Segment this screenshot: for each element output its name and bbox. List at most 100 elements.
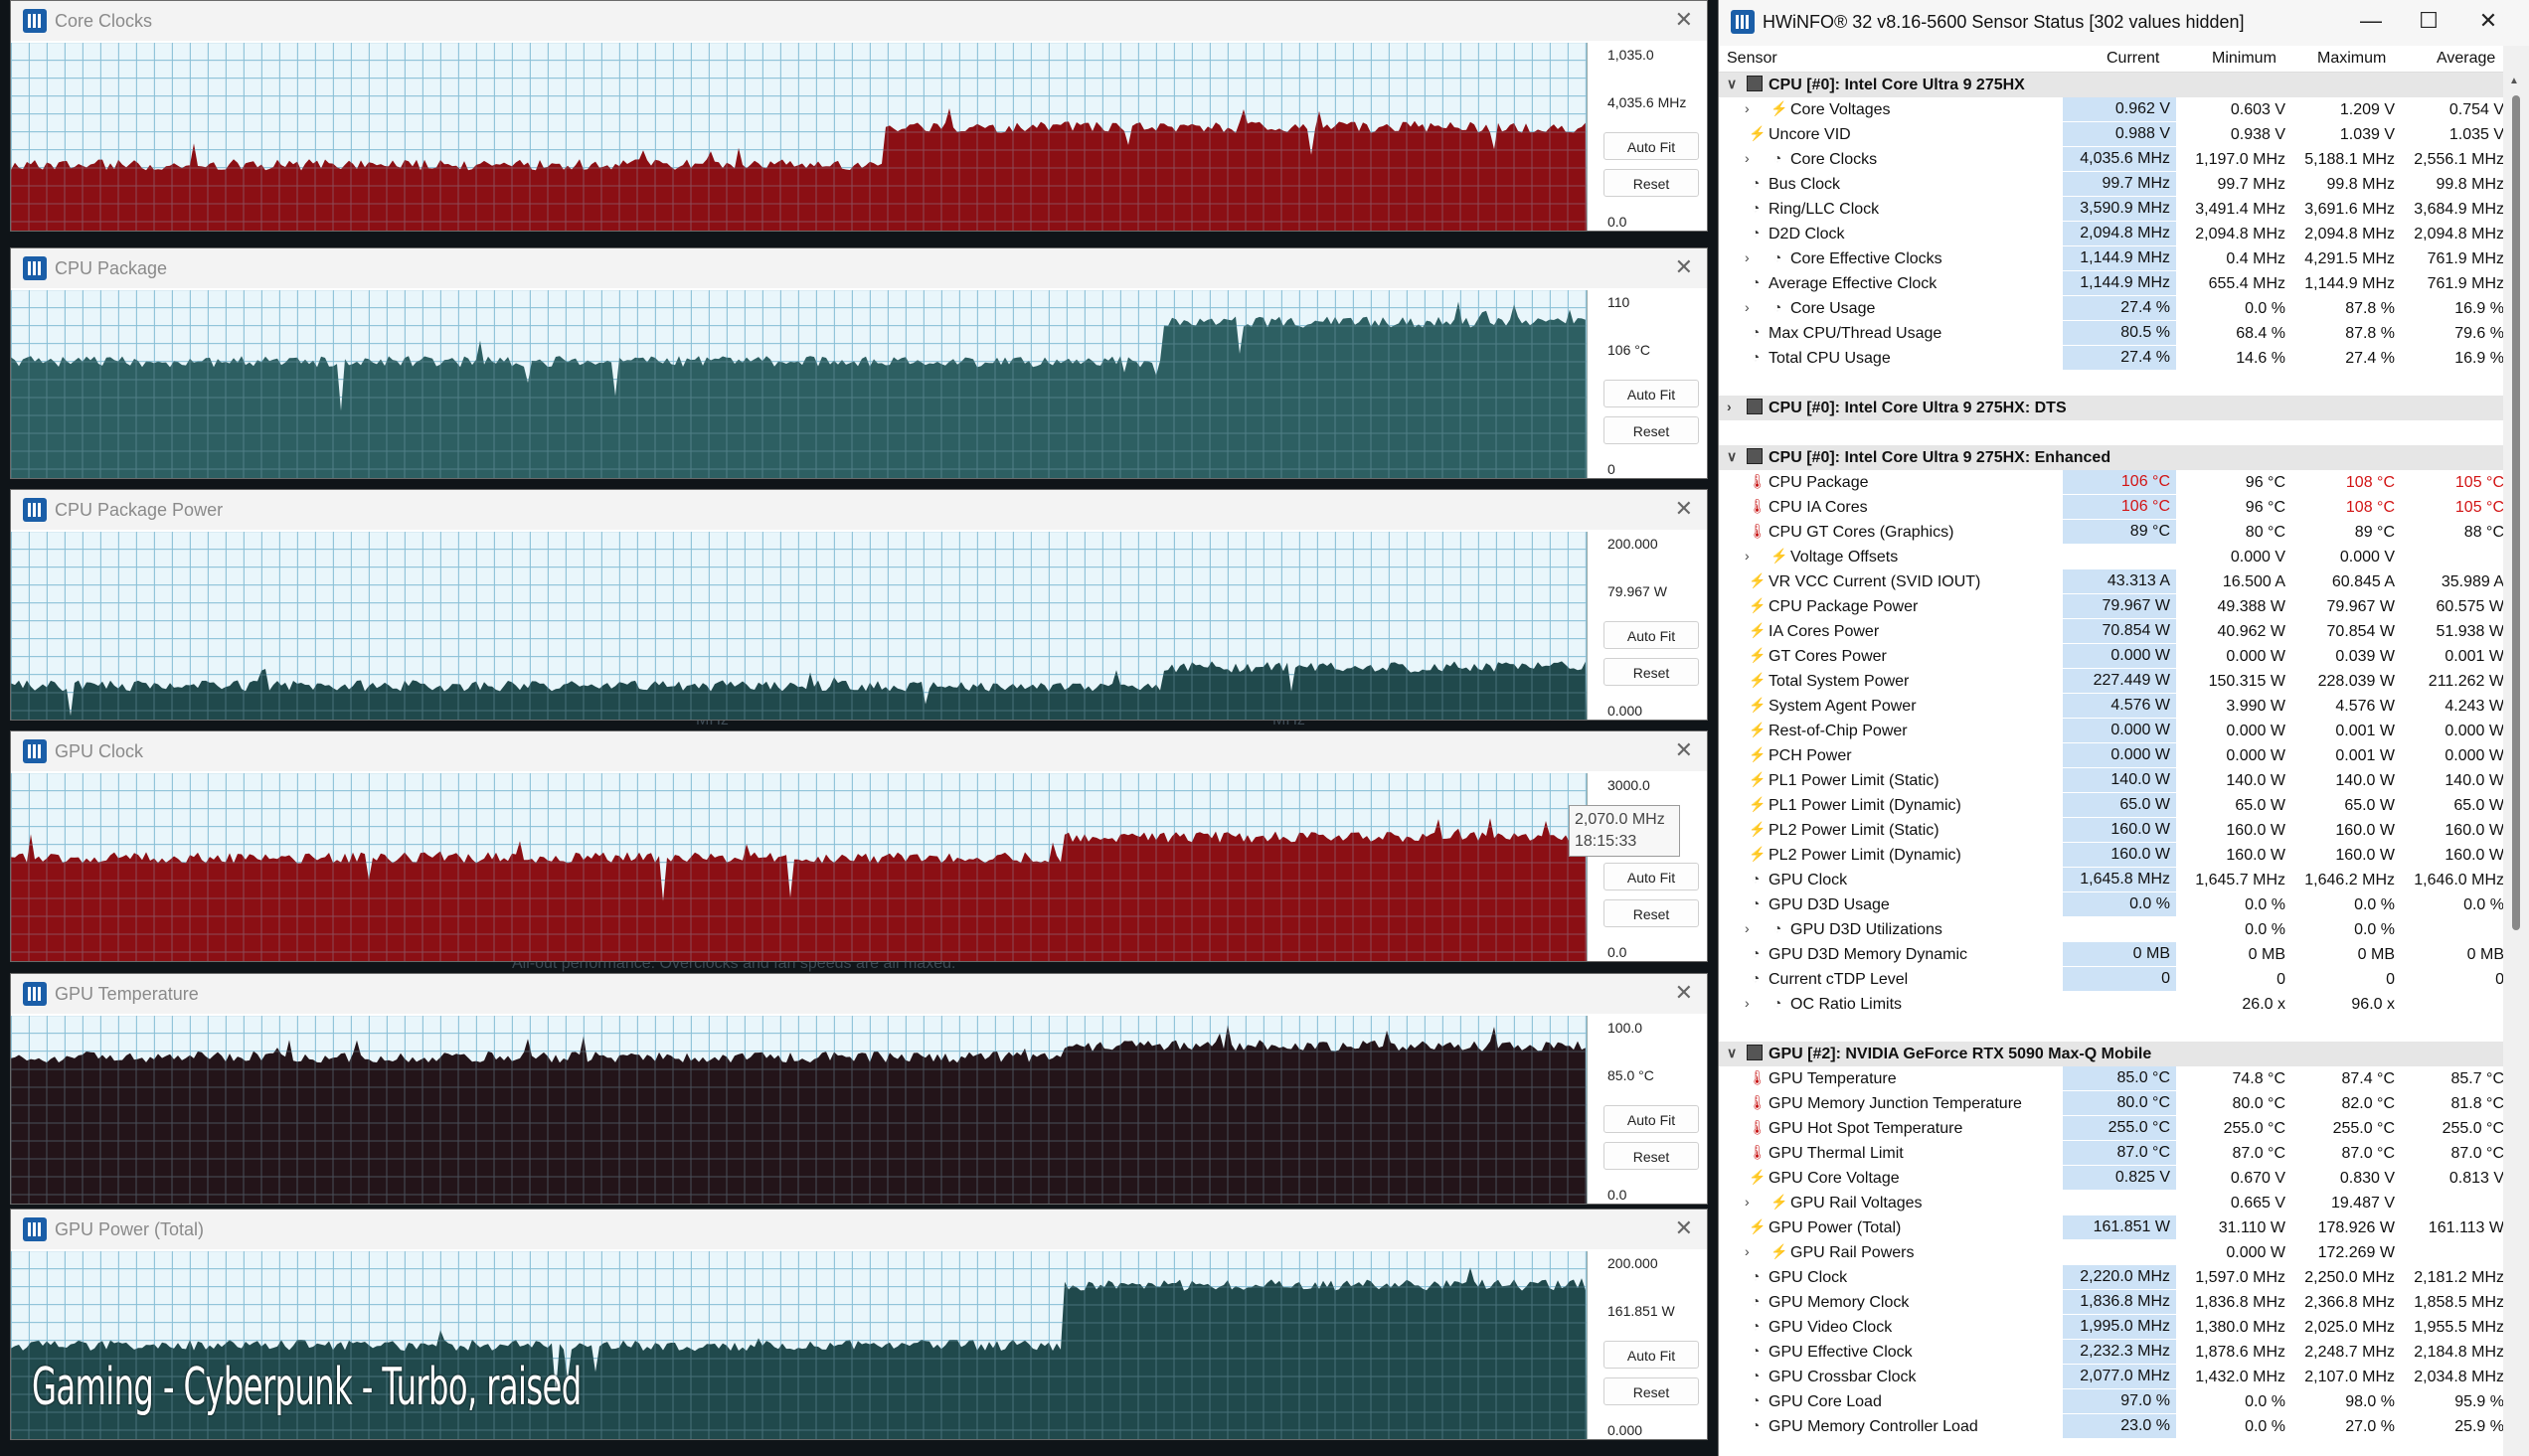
chevron-right-icon[interactable]: › bbox=[1745, 995, 1750, 1011]
sensor-row[interactable]: ◔ GPU Clock 2,220.0 MHz 1,597.0 MHz 2,25… bbox=[1719, 1265, 2504, 1290]
sensor-row[interactable]: ◔ GPU Clock 1,645.8 MHz 1,645.7 MHz 1,64… bbox=[1719, 868, 2504, 892]
sensor-row[interactable]: 🌡 CPU IA Cores 106 °C 96 °C 108 °C 105 °… bbox=[1719, 495, 2504, 520]
auto-fit-button[interactable]: Auto Fit bbox=[1603, 132, 1699, 160]
graph-title-bar[interactable]: CPU Package Power ✕ bbox=[11, 490, 1707, 530]
sensor-row[interactable]: › ⚡ GPU Rail Voltages 0.665 V 19.487 V bbox=[1719, 1191, 2503, 1215]
graph-title-bar[interactable]: GPU Clock ✕ bbox=[11, 731, 1707, 771]
auto-fit-button[interactable]: Auto Fit bbox=[1603, 863, 1699, 890]
reset-button[interactable]: Reset bbox=[1603, 899, 1699, 927]
graph-title-bar[interactable]: GPU Power (Total) ✕ bbox=[11, 1210, 1707, 1249]
chevron-right-icon[interactable]: › bbox=[1745, 150, 1750, 166]
reset-button[interactable]: Reset bbox=[1603, 416, 1699, 444]
sensor-row[interactable]: ⚡ Uncore VID 0.988 V 0.938 V 1.039 V 1.0… bbox=[1719, 122, 2504, 147]
sensor-row[interactable]: ⚡ PL2 Power Limit (Static) 160.0 W 160.0… bbox=[1719, 818, 2504, 843]
graph-title-bar[interactable]: GPU Temperature ✕ bbox=[11, 974, 1707, 1014]
close-icon[interactable]: ✕ bbox=[1674, 980, 1693, 1005]
sensor-row[interactable]: ⚡ GPU Core Voltage 0.825 V 0.670 V 0.830… bbox=[1719, 1166, 2504, 1191]
sensor-row[interactable]: ⚡ CPU Package Power 79.967 W 49.388 W 79… bbox=[1719, 594, 2504, 619]
reset-button[interactable]: Reset bbox=[1603, 1142, 1699, 1170]
chevron-right-icon[interactable]: › bbox=[1745, 1194, 1750, 1210]
sensor-row[interactable]: ◔ GPU Memory Controller Load 23.0 % 0.0 … bbox=[1719, 1414, 2504, 1439]
sensor-row[interactable]: › ◔ Core Clocks 4,035.6 MHz 1,197.0 MHz … bbox=[1719, 147, 2504, 172]
sensor-row[interactable]: ◔ GPU D3D Memory Dynamic 0 MB 0 MB 0 MB … bbox=[1719, 942, 2504, 967]
reset-button[interactable]: Reset bbox=[1603, 169, 1699, 197]
graph-title-bar[interactable]: CPU Package ✕ bbox=[11, 248, 1707, 288]
sensor-row[interactable]: › ◔ Core Usage 27.4 % 0.0 % 87.8 % 16.9 … bbox=[1719, 296, 2504, 321]
graph-window[interactable]: CPU Package Power ✕ 200.000 79.967 W Aut… bbox=[10, 489, 1708, 721]
graph-window[interactable]: GPU Clock ✕ 3000.0 Auto Fit Reset 0.0 bbox=[10, 730, 1708, 962]
header-maximum[interactable]: Maximum bbox=[2317, 50, 2387, 67]
sensor-row[interactable]: ◔ GPU Effective Clock 2,232.3 MHz 1,878.… bbox=[1719, 1340, 2504, 1365]
chevron-down-icon[interactable]: ∨ bbox=[1727, 448, 1738, 464]
graph-window[interactable]: GPU Temperature ✕ 100.0 85.0 °C Auto Fit… bbox=[10, 973, 1708, 1205]
sensor-row[interactable]: ⚡ PL2 Power Limit (Dynamic) 160.0 W 160.… bbox=[1719, 843, 2504, 868]
graph-window[interactable]: Core Clocks ✕ 1,035.0 4,035.6 MHz Auto F… bbox=[10, 0, 1708, 232]
sensor-row[interactable]: ◔ Bus Clock 99.7 MHz 99.7 MHz 99.8 MHz 9… bbox=[1719, 172, 2504, 197]
sensor-row[interactable]: ⚡ Rest-of-Chip Power 0.000 W 0.000 W 0.0… bbox=[1719, 719, 2504, 743]
auto-fit-button[interactable]: Auto Fit bbox=[1603, 621, 1699, 649]
sensor-row[interactable]: 🌡 GPU Temperature 85.0 °C 74.8 °C 87.4 °… bbox=[1719, 1066, 2504, 1091]
sensor-row[interactable]: ⚡ IA Cores Power 70.854 W 40.962 W 70.85… bbox=[1719, 619, 2504, 644]
reset-button[interactable]: Reset bbox=[1603, 658, 1699, 686]
sensor-row[interactable]: ⚡ System Agent Power 4.576 W 3.990 W 4.5… bbox=[1719, 694, 2504, 719]
scroll-up-icon[interactable]: ▲ bbox=[2509, 76, 2519, 86]
sensor-group-row[interactable]: ∨ CPU [#0]: Intel Core Ultra 9 275HX bbox=[1719, 73, 2503, 97]
graph-title-bar[interactable]: Core Clocks ✕ bbox=[11, 1, 1707, 41]
sensor-row[interactable]: ◔ Ring/LLC Clock 3,590.9 MHz 3,491.4 MHz… bbox=[1719, 197, 2504, 222]
chevron-right-icon[interactable]: › bbox=[1745, 1243, 1750, 1259]
graph-window[interactable]: GPU Power (Total) ✕ 200.000 161.851 W Au… bbox=[10, 1209, 1708, 1440]
vertical-scrollbar[interactable]: ▲ bbox=[2503, 46, 2529, 1456]
chevron-right-icon[interactable]: › bbox=[1745, 548, 1750, 564]
header-minimum[interactable]: Minimum bbox=[2212, 50, 2276, 67]
scroll-thumb[interactable] bbox=[2512, 95, 2520, 930]
sensor-row[interactable]: ⚡ PL1 Power Limit (Dynamic) 65.0 W 65.0 … bbox=[1719, 793, 2504, 818]
chevron-right-icon[interactable]: › bbox=[1745, 249, 1750, 265]
sensor-row[interactable]: ⚡ PL1 Power Limit (Static) 140.0 W 140.0… bbox=[1719, 768, 2504, 793]
auto-fit-button[interactable]: Auto Fit bbox=[1603, 1341, 1699, 1369]
sensor-row[interactable]: 🌡 GPU Memory Junction Temperature 80.0 °… bbox=[1719, 1091, 2504, 1116]
chevron-right-icon[interactable]: › bbox=[1727, 399, 1732, 414]
close-icon[interactable]: ✕ bbox=[1674, 737, 1693, 762]
hwinfo-title-bar[interactable]: HWiNFO® 32 v8.16-5600 Sensor Status [302… bbox=[1719, 0, 2529, 46]
sensor-row[interactable]: 🌡 GPU Hot Spot Temperature 255.0 °C 255.… bbox=[1719, 1116, 2504, 1141]
graph-window[interactable]: CPU Package ✕ 110 106 °C Auto Fit Reset … bbox=[10, 247, 1708, 479]
sensor-row[interactable]: ◔ Current cTDP Level 0 0 0 0 bbox=[1719, 967, 2504, 992]
sensor-row[interactable]: ⚡ GPU Power (Total) 161.851 W 31.110 W 1… bbox=[1719, 1215, 2504, 1240]
sensor-row[interactable]: › ◔ Core Effective Clocks 1,144.9 MHz 0.… bbox=[1719, 246, 2504, 271]
sensor-row[interactable]: › ◔ GPU D3D Utilizations 0.0 % 0.0 % bbox=[1719, 917, 2503, 942]
close-icon[interactable]: ✕ bbox=[2478, 8, 2498, 33]
chevron-down-icon[interactable]: ∨ bbox=[1727, 76, 1738, 91]
chevron-right-icon[interactable]: › bbox=[1745, 920, 1750, 936]
sensor-row[interactable]: ◔ Average Effective Clock 1,144.9 MHz 65… bbox=[1719, 271, 2504, 296]
sensor-row[interactable]: › ⚡ Voltage Offsets 0.000 V 0.000 V bbox=[1719, 545, 2503, 569]
sensor-row[interactable]: 🌡 CPU GT Cores (Graphics) 89 °C 80 °C 89… bbox=[1719, 520, 2504, 545]
sensor-row[interactable]: ◔ Max CPU/Thread Usage 80.5 % 68.4 % 87.… bbox=[1719, 321, 2504, 346]
sensor-row[interactable]: ⚡ GT Cores Power 0.000 W 0.000 W 0.039 W… bbox=[1719, 644, 2504, 669]
auto-fit-button[interactable]: Auto Fit bbox=[1603, 1105, 1699, 1133]
close-icon[interactable]: ✕ bbox=[1674, 1215, 1693, 1240]
sensor-row[interactable]: › ⚡ Core Voltages 0.962 V 0.603 V 1.209 … bbox=[1719, 97, 2504, 122]
sensor-group-row[interactable]: ∨ CPU [#0]: Intel Core Ultra 9 275HX: En… bbox=[1719, 445, 2503, 470]
chevron-down-icon[interactable]: ∨ bbox=[1727, 1045, 1738, 1060]
sensor-row[interactable]: ◔ GPU Core Load 97.0 % 0.0 % 98.0 % 95.9… bbox=[1719, 1389, 2504, 1414]
chevron-right-icon[interactable]: › bbox=[1745, 299, 1750, 315]
sensor-row[interactable]: 🌡 CPU Package 106 °C 96 °C 108 °C 105 °C bbox=[1719, 470, 2504, 495]
header-average[interactable]: Average bbox=[2437, 50, 2496, 67]
reset-button[interactable]: Reset bbox=[1603, 1377, 1699, 1405]
sensor-row[interactable]: › ◔ OC Ratio Limits 26.0 x 96.0 x bbox=[1719, 992, 2503, 1017]
chevron-right-icon[interactable]: › bbox=[1745, 100, 1750, 116]
sensor-row[interactable]: ◔ D2D Clock 2,094.8 MHz 2,094.8 MHz 2,09… bbox=[1719, 222, 2504, 246]
header-sensor[interactable]: Sensor bbox=[1727, 50, 1777, 67]
sensor-group-row[interactable]: ∨ GPU [#2]: NVIDIA GeForce RTX 5090 Max-… bbox=[1719, 1042, 2503, 1066]
sensor-row[interactable]: ◔ GPU D3D Usage 0.0 % 0.0 % 0.0 % 0.0 % bbox=[1719, 892, 2504, 917]
close-icon[interactable]: ✕ bbox=[1674, 7, 1693, 32]
header-current[interactable]: Current bbox=[2107, 50, 2160, 67]
maximize-icon[interactable]: ☐ bbox=[2419, 8, 2439, 33]
close-icon[interactable]: ✕ bbox=[1674, 254, 1693, 279]
sensor-row[interactable]: ◔ GPU Video Clock 1,995.0 MHz 1,380.0 MH… bbox=[1719, 1315, 2504, 1340]
minimize-icon[interactable]: — bbox=[2360, 8, 2382, 33]
close-icon[interactable]: ✕ bbox=[1674, 496, 1693, 521]
sensor-row[interactable]: ◔ Total CPU Usage 27.4 % 14.6 % 27.4 % 1… bbox=[1719, 346, 2504, 371]
auto-fit-button[interactable]: Auto Fit bbox=[1603, 380, 1699, 407]
sensor-row[interactable]: 🌡 GPU Thermal Limit 87.0 °C 87.0 °C 87.0… bbox=[1719, 1141, 2504, 1166]
